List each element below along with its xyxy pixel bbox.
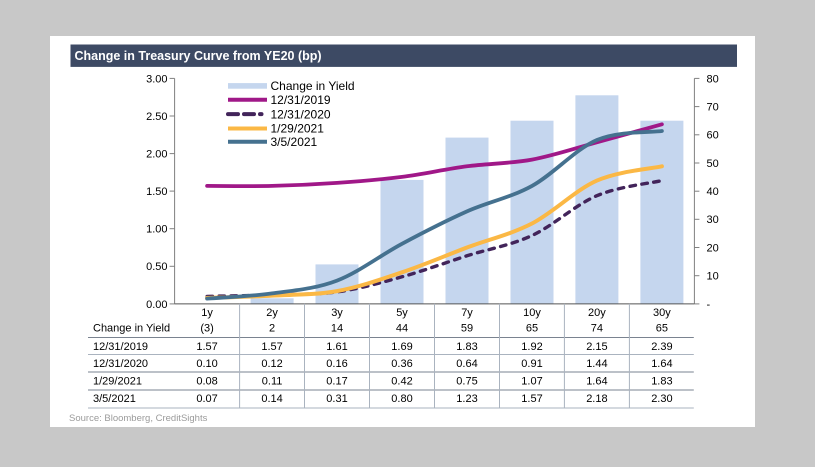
svg-text:0.36: 0.36 [391, 358, 412, 370]
svg-text:1.61: 1.61 [326, 341, 347, 353]
svg-text:3/5/2021: 3/5/2021 [93, 393, 136, 405]
svg-text:30: 30 [707, 214, 719, 226]
svg-text:7y: 7y [461, 307, 473, 319]
svg-text:0.16: 0.16 [326, 358, 347, 370]
svg-text:10: 10 [707, 271, 719, 283]
svg-text:10y: 10y [523, 307, 541, 319]
svg-text:1.64: 1.64 [651, 358, 672, 370]
svg-text:0.08: 0.08 [196, 376, 217, 388]
svg-text:30y: 30y [653, 307, 671, 319]
svg-text:5y: 5y [396, 307, 408, 319]
svg-text:0.80: 0.80 [391, 393, 412, 405]
svg-text:59: 59 [461, 323, 473, 335]
svg-text:12/31/2019: 12/31/2019 [93, 341, 148, 353]
svg-text:0.17: 0.17 [326, 376, 347, 388]
svg-text:1.92: 1.92 [521, 341, 542, 353]
svg-text:-: - [707, 299, 711, 311]
svg-text:3.00: 3.00 [146, 73, 167, 85]
svg-text:2: 2 [269, 323, 275, 335]
svg-text:44: 44 [396, 323, 408, 335]
svg-text:40: 40 [707, 186, 719, 198]
svg-text:12/31/2020: 12/31/2020 [93, 358, 148, 370]
svg-text:0.14: 0.14 [261, 393, 282, 405]
svg-text:0.91: 0.91 [521, 358, 542, 370]
svg-text:1.57: 1.57 [521, 393, 542, 405]
svg-text:1.64: 1.64 [586, 376, 607, 388]
svg-text:3y: 3y [331, 307, 343, 319]
svg-text:2.30: 2.30 [651, 393, 672, 405]
svg-text:1y: 1y [201, 307, 213, 319]
svg-text:Change in Yield: Change in Yield [93, 323, 170, 335]
svg-text:0.64: 0.64 [456, 358, 477, 370]
svg-text:1/29/2021: 1/29/2021 [271, 122, 325, 136]
svg-text:1.83: 1.83 [651, 376, 672, 388]
svg-text:0.42: 0.42 [391, 376, 412, 388]
svg-text:0.75: 0.75 [456, 376, 477, 388]
svg-text:0.07: 0.07 [196, 393, 217, 405]
svg-text:80: 80 [707, 73, 719, 85]
svg-text:74: 74 [591, 323, 603, 335]
svg-text:(3): (3) [200, 323, 213, 335]
svg-text:65: 65 [526, 323, 538, 335]
svg-text:14: 14 [331, 323, 343, 335]
svg-text:20: 20 [707, 242, 719, 254]
svg-text:0.10: 0.10 [196, 358, 217, 370]
svg-text:0.00: 0.00 [146, 299, 167, 311]
svg-text:0.31: 0.31 [326, 393, 347, 405]
svg-text:1.00: 1.00 [146, 224, 167, 236]
svg-text:2.15: 2.15 [586, 341, 607, 353]
svg-text:2.18: 2.18 [586, 393, 607, 405]
svg-text:2.50: 2.50 [146, 111, 167, 123]
svg-text:0.50: 0.50 [146, 261, 167, 273]
svg-text:Change in Yield: Change in Yield [271, 79, 355, 93]
svg-text:Source: Bloomberg, CreditSight: Source: Bloomberg, CreditSights [69, 413, 208, 424]
svg-text:1.69: 1.69 [391, 341, 412, 353]
svg-text:20y: 20y [588, 307, 606, 319]
svg-text:1.44: 1.44 [586, 358, 607, 370]
svg-text:1/29/2021: 1/29/2021 [93, 376, 142, 388]
svg-text:0.11: 0.11 [262, 376, 283, 388]
svg-text:1.57: 1.57 [261, 341, 282, 353]
svg-text:1.83: 1.83 [456, 341, 477, 353]
svg-text:2.00: 2.00 [146, 149, 167, 161]
svg-text:1.57: 1.57 [196, 341, 217, 353]
svg-text:65: 65 [656, 323, 668, 335]
svg-text:2.39: 2.39 [651, 341, 672, 353]
svg-text:70: 70 [707, 102, 719, 114]
svg-text:50: 50 [707, 158, 719, 170]
svg-text:1.50: 1.50 [146, 186, 167, 198]
svg-text:12/31/2019: 12/31/2019 [271, 93, 331, 107]
svg-text:1.23: 1.23 [456, 393, 477, 405]
svg-text:60: 60 [707, 130, 719, 142]
svg-text:12/31/2020: 12/31/2020 [271, 107, 331, 121]
svg-text:0.12: 0.12 [261, 358, 282, 370]
svg-text:Change in Treasury Curve from: Change in Treasury Curve from YE20 (bp) [75, 49, 322, 63]
svg-text:2y: 2y [266, 307, 278, 319]
svg-text:1.07: 1.07 [521, 376, 542, 388]
svg-text:3/5/2021: 3/5/2021 [271, 135, 318, 149]
